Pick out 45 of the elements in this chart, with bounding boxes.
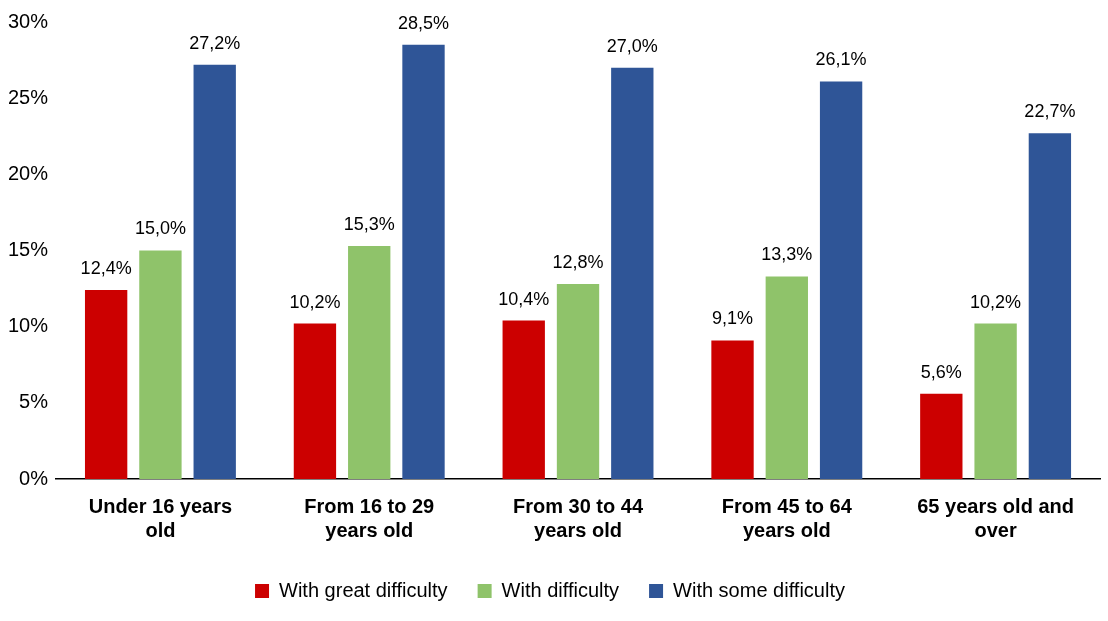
x-tick-label: From 30 to 44 years old [512, 494, 644, 541]
bar [293, 323, 337, 479]
bar [348, 245, 391, 479]
y-tick-label: 10% [8, 314, 49, 337]
bar [765, 276, 808, 479]
y-tick-label: 25% [8, 85, 49, 108]
data-label: 13,3% [761, 244, 813, 265]
bar [711, 340, 754, 479]
bar [502, 320, 545, 479]
bar [139, 250, 182, 479]
data-label: 15,0% [134, 218, 186, 239]
data-label: 22,7% [1024, 101, 1076, 122]
y-tick-label: 30% [8, 9, 49, 32]
data-label: 10,2% [289, 291, 341, 312]
bar [1028, 133, 1072, 479]
legend-label: With great difficulty [279, 578, 448, 601]
data-label: 10,2% [970, 291, 1022, 312]
y-tick-label: 15% [8, 238, 49, 261]
data-label: 27,2% [189, 32, 241, 53]
bar [974, 323, 1017, 479]
bar [819, 81, 863, 479]
bar [556, 284, 600, 479]
legend-label: With difficulty [501, 578, 620, 601]
bar [920, 393, 963, 479]
data-label: 12,8% [552, 251, 604, 272]
data-label: 5,6% [920, 361, 962, 382]
data-label: 10,4% [498, 288, 550, 309]
x-tick-label: 65 years old and over [917, 494, 1074, 541]
legend-label: With some difficulty [673, 578, 845, 601]
y-tick-label: 5% [19, 390, 49, 413]
data-label: 27,0% [606, 35, 658, 56]
y-tick-label: 0% [19, 466, 49, 489]
bar [193, 64, 236, 479]
data-label: 15,3% [343, 213, 395, 234]
data-label: 9,1% [712, 308, 754, 329]
data-label: 26,1% [815, 49, 867, 70]
x-tick-label: Under 16 years old [88, 494, 233, 541]
y-tick-label: 20% [8, 161, 49, 184]
x-tick-label: From 45 to 64 years old [721, 494, 853, 541]
data-label: 12,4% [80, 258, 132, 279]
bar [611, 67, 654, 479]
bar [402, 44, 445, 479]
x-tick-label: From 16 to 29 years old [304, 494, 435, 541]
bar [84, 290, 128, 479]
data-label: 28,5% [397, 12, 450, 33]
